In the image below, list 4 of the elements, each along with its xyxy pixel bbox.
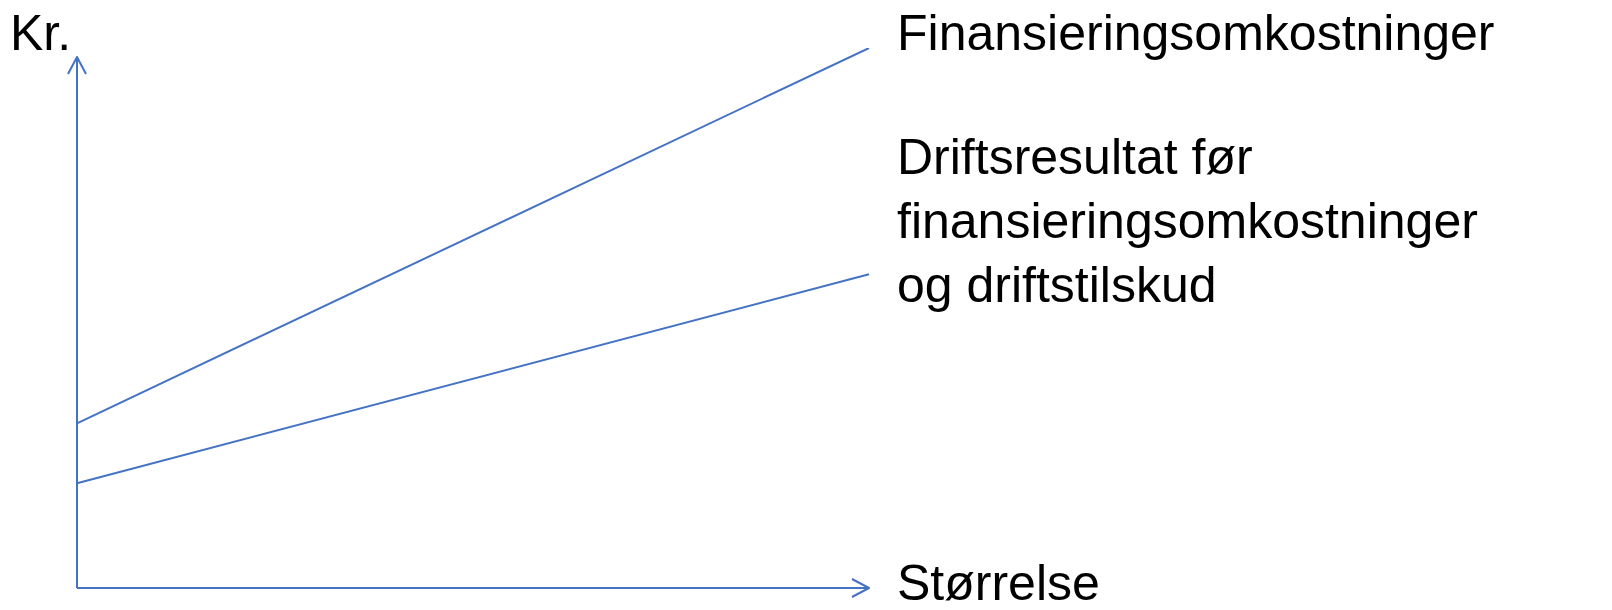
series-label: Finansieringsomkostninger bbox=[897, 4, 1495, 61]
x-axis-title: Størrelse bbox=[897, 554, 1100, 610]
series-label: Driftsresultat før finansieringsomkostninger og driftstilskud bbox=[897, 129, 1478, 314]
y-axis-title: Kr. bbox=[10, 4, 72, 61]
